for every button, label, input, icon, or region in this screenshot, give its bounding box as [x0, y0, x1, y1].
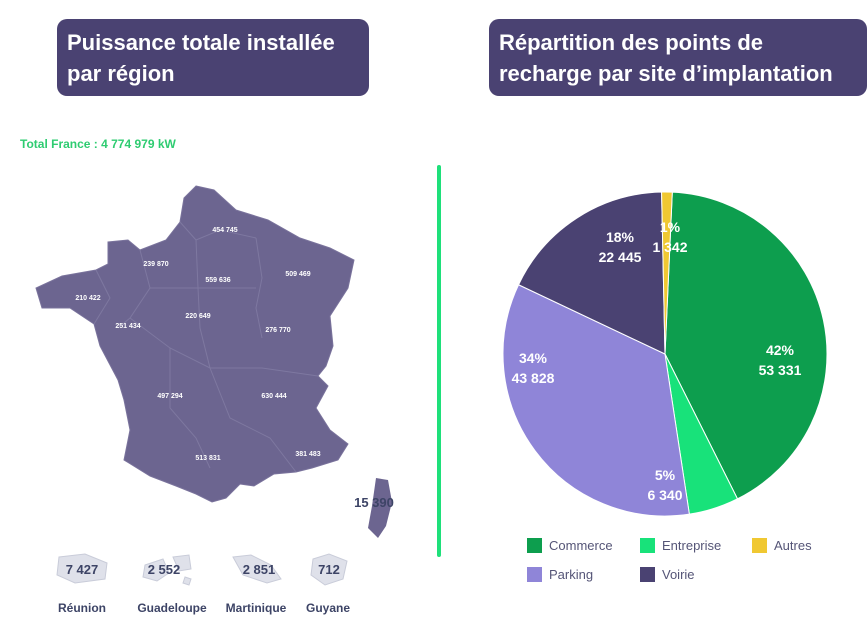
region-value: 454 745 [212, 227, 237, 234]
total-france-label: Total France : 4 774 979 kW [20, 137, 176, 151]
mainland-france-shape [35, 185, 355, 503]
pie-title: Répartition des points de recharge par s… [489, 19, 867, 96]
legend-label: Autres [774, 538, 812, 553]
france-map: 454 745 239 870 559 636 509 469 210 422 … [35, 185, 394, 538]
slice-pct-label: 1% [660, 219, 681, 235]
region-value: 559 636 [205, 277, 230, 284]
vertical-divider [437, 165, 441, 557]
slice-value-label: 43 828 [512, 370, 555, 386]
region-value: 497 294 [157, 393, 182, 400]
region-borders [93, 221, 319, 473]
pie-slice-voirie[interactable] [517, 191, 666, 355]
region-value: 513 831 [195, 455, 220, 462]
overseas-shapes: 7 427 2 552 2 851 712 [56, 553, 348, 586]
legend-label: Entreprise [662, 538, 722, 553]
region-value: 630 444 [261, 393, 286, 400]
france-map-panel: 454 745 239 870 559 636 509 469 210 422 … [0, 168, 420, 553]
martinique-value: 2 851 [243, 562, 276, 577]
slice-value-label: 1 342 [652, 239, 687, 255]
legend-voirie[interactable]: Voirie [640, 567, 695, 582]
reunion-shape [56, 553, 108, 584]
pie-slice-parking[interactable] [502, 284, 690, 517]
guyane-shape [310, 553, 348, 586]
legend-swatch [640, 567, 655, 582]
legend-swatch [527, 567, 542, 582]
legend-parking[interactable]: Parking [527, 567, 593, 582]
martinique-shape [232, 554, 282, 584]
reunion-label: Réunion [58, 601, 106, 615]
legend-label: Voirie [662, 567, 695, 582]
pie-chart: 42% 53 331 5% 6 340 34% 43 828 18% 22 445 1% 1 34… [502, 191, 828, 517]
legend-swatch [527, 538, 542, 553]
corsica-shape [368, 478, 392, 538]
region-value: 239 870 [143, 261, 168, 268]
legend-swatch [640, 538, 655, 553]
legend-autres[interactable]: Autres [752, 538, 812, 553]
legend-entreprise[interactable]: Entreprise [640, 538, 721, 553]
legend-label: Commerce [549, 538, 613, 553]
region-value: 276 770 [265, 327, 290, 334]
guyane-value: 712 [318, 562, 340, 577]
region-value: 220 649 [185, 313, 210, 320]
reunion-value: 7 427 [66, 562, 99, 577]
slice-value-label: 53 331 [759, 362, 802, 378]
region-value: 381 483 [295, 451, 320, 458]
slice-pct-label: 18% [606, 229, 635, 245]
region-value: 210 422 [75, 295, 100, 302]
martinique-label: Martinique [225, 601, 287, 615]
slice-pct-label: 34% [519, 350, 548, 366]
map-title: Puissance totale installée par région [57, 19, 369, 96]
guadeloupe-value: 2 552 [148, 562, 181, 577]
slice-value-label: 22 445 [599, 249, 642, 265]
guadeloupe-label: Guadeloupe [137, 601, 207, 615]
slice-pct-label: 42% [766, 342, 795, 358]
guyane-label: Guyane [305, 601, 350, 615]
legend-commerce[interactable]: Commerce [527, 538, 613, 553]
slice-pct-label: 5% [655, 467, 676, 483]
legend-label: Parking [549, 567, 594, 582]
region-value: 509 469 [285, 271, 310, 278]
legend-swatch [752, 538, 767, 553]
region-value: 251 434 [115, 323, 140, 330]
pie-slice-commerce[interactable] [664, 191, 828, 500]
pie-slice-autres[interactable] [661, 191, 673, 355]
slice-value-label: 6 340 [647, 487, 682, 503]
guadeloupe-shape [142, 554, 192, 586]
corsica-value: 15 390 [354, 495, 394, 510]
